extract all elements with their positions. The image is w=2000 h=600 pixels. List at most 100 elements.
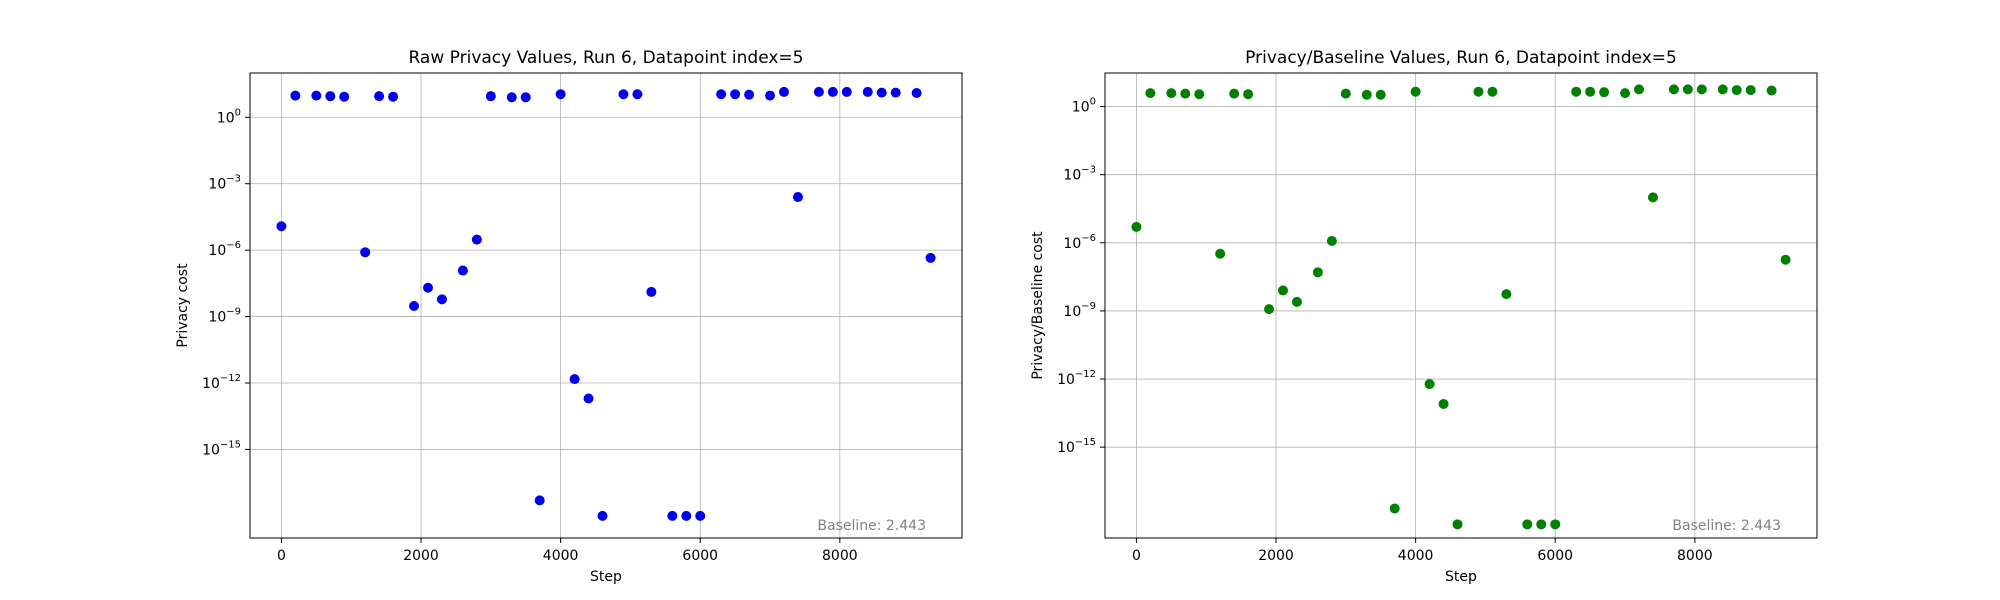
data-point [436,294,447,305]
chart-panel-privacy-baseline: 0 2000 4000 6000 8000 10−15 10−12 10−9 10−6 10−3 1… [1030,48,1818,585]
data-point [1647,192,1658,203]
y-axis-label: Privacy/Baseline cost [1030,231,1046,380]
data-point [1410,86,1421,97]
x-tick-label: 4000 [1398,548,1434,564]
data-point [925,252,936,263]
data-point [1696,84,1707,95]
y-axis-label: Privacy cost [175,263,191,348]
data-point [374,91,385,102]
x-tick-label: 2000 [403,548,439,564]
data-point [632,89,643,100]
data-point [409,301,420,312]
x-tick-label: 8000 [1677,548,1713,564]
data-point [597,510,608,521]
data-point [1717,84,1728,95]
data-point [1389,503,1400,514]
data-point [457,265,468,276]
data-point [1501,289,1512,300]
y-tick-label: 100 [217,107,241,126]
y-tick-label: 10−15 [1057,437,1096,456]
data-point [276,221,287,232]
data-point [813,86,824,97]
data-point [1340,88,1351,99]
data-point [555,89,566,100]
y-tick-label: 10−12 [202,373,241,392]
chart-panel-raw-privacy: 0 2000 4000 6000 8000 10−15 10−12 10−9 10−6 10−3 1… [175,48,963,585]
data-point [1571,86,1582,97]
chart-title: Privacy/Baseline Values, Run 6, Datapoin… [1245,48,1677,68]
data-point [1424,379,1435,390]
data-point [1731,85,1742,96]
data-point [471,234,482,245]
data-point [667,510,678,521]
data-point [1682,84,1693,95]
data-point [1180,88,1191,99]
data-point [1473,86,1484,97]
data-point [506,92,517,103]
data-point [583,393,594,404]
data-point [520,92,531,103]
data-point [388,91,399,102]
data-point [1278,285,1288,296]
data-point [792,192,803,203]
data-point [1291,296,1302,307]
data-point [1452,519,1463,530]
data-point [1215,248,1226,259]
data-point [569,374,580,385]
y-tick-label: 10−9 [208,307,241,326]
baseline-annotation: Baseline: 2.443 [1672,518,1781,534]
x-tick-label: 6000 [682,548,718,564]
plot-frame [1104,72,1818,539]
x-tick-label: 4000 [543,548,579,564]
data-point [695,510,706,521]
data-point [1620,88,1631,99]
data-point [716,89,727,100]
data-point [1131,221,1142,232]
x-tick-label: 0 [277,548,286,564]
data-point [1487,86,1498,97]
data-point [1766,85,1777,96]
data-point [1194,89,1205,100]
data-point [290,90,301,101]
data-point [779,86,789,97]
data-point [1243,89,1254,100]
data-point [911,87,922,98]
data-point [1361,89,1372,100]
y-tick-label: 10−12 [1057,369,1096,388]
x-tick-label: 8000 [822,548,858,564]
data-point [1599,87,1610,98]
x-axis-label: Step [590,569,622,585]
data-point [1326,235,1337,246]
data-point [681,510,692,521]
data-point [744,89,755,100]
x-axis-label: Step [1445,569,1477,585]
y-tick-label: 10−3 [1063,165,1096,184]
data-point [339,91,350,102]
data-point [618,89,629,100]
data-point [1438,398,1449,409]
baseline-annotation: Baseline: 2.443 [817,518,926,534]
data-point [1166,88,1177,99]
x-tick-label: 0 [1132,548,1141,564]
data-point [1536,519,1547,530]
data-point [730,89,741,100]
data-point [1375,89,1386,100]
data-point [1229,88,1240,99]
y-tick-label: 10−6 [208,240,241,259]
data-point [646,286,657,297]
data-point [1550,519,1561,530]
data-point [1634,84,1644,95]
data-point [423,282,433,293]
y-tick-label: 10−6 [1063,233,1096,252]
data-point [360,247,371,258]
data-point [1585,86,1596,97]
x-tick-label: 2000 [1258,548,1294,564]
data-point [485,91,496,102]
data-point [1745,85,1756,96]
data-point [1145,88,1156,99]
x-tick-label: 6000 [1537,548,1573,564]
data-point [827,86,838,97]
y-tick-label: 10−3 [208,174,241,193]
data-point [765,90,776,101]
data-point [311,90,322,101]
